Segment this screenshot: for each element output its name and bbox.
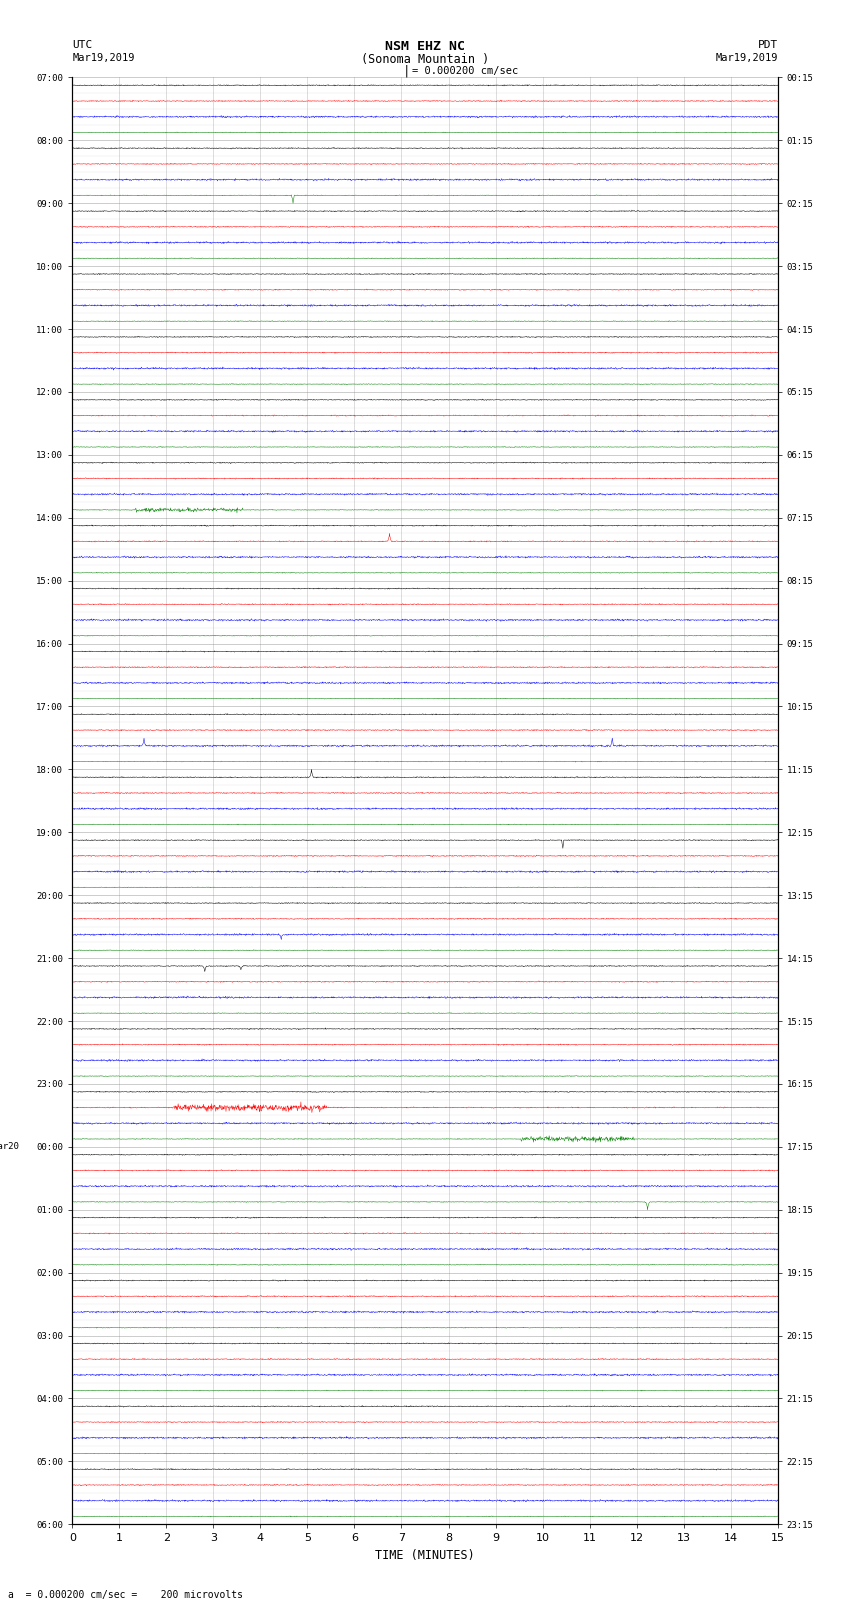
Text: Mar19,2019: Mar19,2019 bbox=[715, 53, 778, 63]
Text: PDT: PDT bbox=[757, 40, 778, 50]
Text: (Sonoma Mountain ): (Sonoma Mountain ) bbox=[361, 53, 489, 66]
Text: UTC: UTC bbox=[72, 40, 93, 50]
Text: NSM EHZ NC: NSM EHZ NC bbox=[385, 40, 465, 53]
Text: a  = 0.000200 cm/sec =    200 microvolts: a = 0.000200 cm/sec = 200 microvolts bbox=[8, 1590, 243, 1600]
Text: |: | bbox=[403, 65, 410, 77]
X-axis label: TIME (MINUTES): TIME (MINUTES) bbox=[375, 1548, 475, 1561]
Text: Mar19,2019: Mar19,2019 bbox=[72, 53, 135, 63]
Text: = 0.000200 cm/sec: = 0.000200 cm/sec bbox=[412, 66, 518, 76]
Text: Mar20: Mar20 bbox=[0, 1142, 20, 1152]
